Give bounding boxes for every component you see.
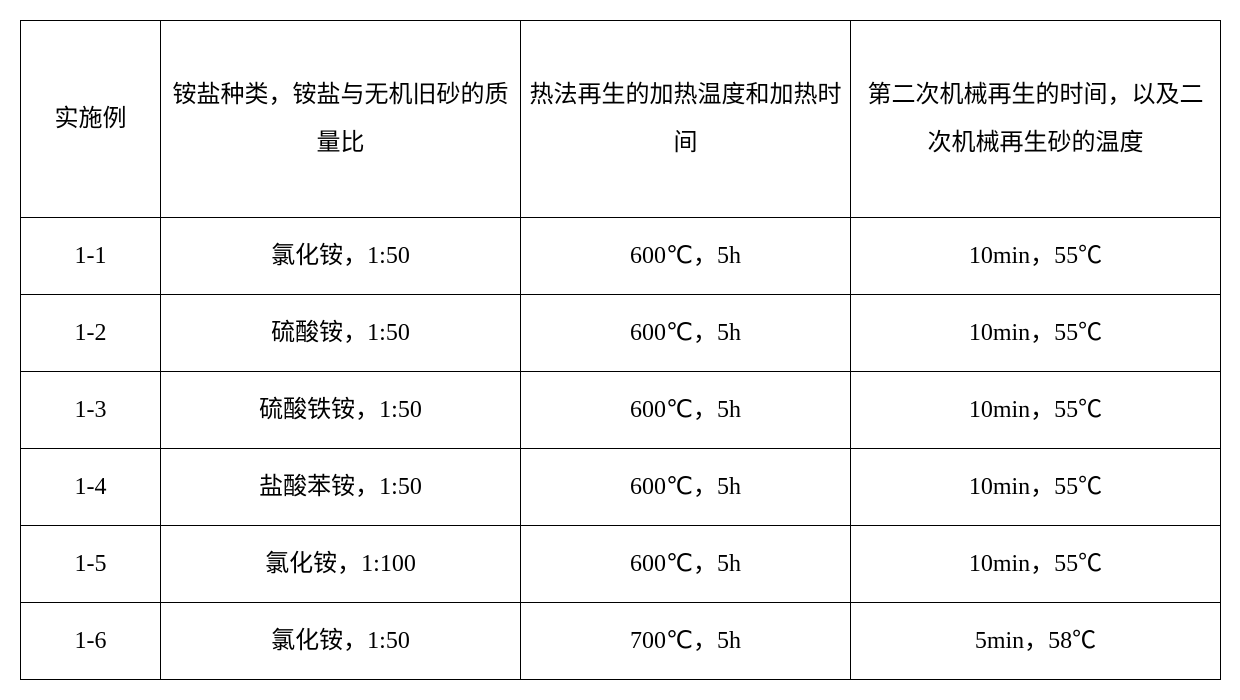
col-header-ammonium-salt: 铵盐种类，铵盐与无机旧砂的质量比 — [161, 21, 521, 218]
table-header-row: 实施例 铵盐种类，铵盐与无机旧砂的质量比 热法再生的加热温度和加热时间 第二次机… — [21, 21, 1221, 218]
experiment-parameters-table-container: 实施例 铵盐种类，铵盐与无机旧砂的质量比 热法再生的加热温度和加热时间 第二次机… — [20, 20, 1220, 680]
cell-salt: 氯化铵，1:100 — [161, 526, 521, 603]
cell-thermal: 600℃，5h — [521, 372, 851, 449]
cell-mech: 10min，55℃ — [851, 449, 1221, 526]
table-row: 1-3 硫酸铁铵，1:50 600℃，5h 10min，55℃ — [21, 372, 1221, 449]
cell-thermal: 700℃，5h — [521, 603, 851, 680]
cell-example-id: 1-6 — [21, 603, 161, 680]
cell-example-id: 1-3 — [21, 372, 161, 449]
cell-thermal: 600℃，5h — [521, 449, 851, 526]
cell-example-id: 1-5 — [21, 526, 161, 603]
cell-salt: 硫酸铁铵，1:50 — [161, 372, 521, 449]
col-header-example-id: 实施例 — [21, 21, 161, 218]
col-header-mechanical-regen: 第二次机械再生的时间，以及二次机械再生砂的温度 — [851, 21, 1221, 218]
cell-example-id: 1-1 — [21, 218, 161, 295]
cell-mech: 10min，55℃ — [851, 218, 1221, 295]
cell-example-id: 1-4 — [21, 449, 161, 526]
cell-mech: 10min，55℃ — [851, 372, 1221, 449]
table-row: 1-4 盐酸苯铵，1:50 600℃，5h 10min，55℃ — [21, 449, 1221, 526]
cell-salt: 氯化铵，1:50 — [161, 603, 521, 680]
table-row: 1-5 氯化铵，1:100 600℃，5h 10min，55℃ — [21, 526, 1221, 603]
cell-salt: 氯化铵，1:50 — [161, 218, 521, 295]
cell-mech: 5min，58℃ — [851, 603, 1221, 680]
cell-mech: 10min，55℃ — [851, 526, 1221, 603]
table-row: 1-2 硫酸铵，1:50 600℃，5h 10min，55℃ — [21, 295, 1221, 372]
cell-mech: 10min，55℃ — [851, 295, 1221, 372]
experiment-parameters-table: 实施例 铵盐种类，铵盐与无机旧砂的质量比 热法再生的加热温度和加热时间 第二次机… — [20, 20, 1221, 680]
table-row: 1-6 氯化铵，1:50 700℃，5h 5min，58℃ — [21, 603, 1221, 680]
cell-thermal: 600℃，5h — [521, 218, 851, 295]
table-row: 1-1 氯化铵，1:50 600℃，5h 10min，55℃ — [21, 218, 1221, 295]
cell-salt: 盐酸苯铵，1:50 — [161, 449, 521, 526]
cell-example-id: 1-2 — [21, 295, 161, 372]
cell-thermal: 600℃，5h — [521, 295, 851, 372]
cell-salt: 硫酸铵，1:50 — [161, 295, 521, 372]
cell-thermal: 600℃，5h — [521, 526, 851, 603]
col-header-thermal-regen: 热法再生的加热温度和加热时间 — [521, 21, 851, 218]
